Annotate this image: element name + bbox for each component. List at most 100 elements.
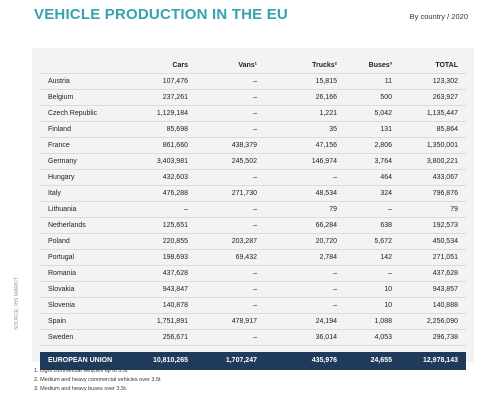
column-header: Buses³ (368, 62, 392, 69)
table-row: Lithuania – – 79 – 79 (40, 202, 466, 218)
cell: 1,221 (319, 110, 337, 117)
footnote: 3. Medium and heavy buses over 3.5t. (34, 386, 128, 392)
cell: 943,857 (432, 286, 458, 293)
title: VEHICLE PRODUCTION IN THE EU (34, 6, 288, 23)
row-label: Netherlands (48, 222, 86, 229)
cell: – (253, 206, 257, 213)
table-row: Portugal 198,693 69,432 2,784 142 271,051 (40, 250, 466, 266)
subtitle: By country / 2020 (409, 12, 468, 21)
cell: 203,287 (231, 238, 257, 245)
cell: – (184, 206, 188, 213)
cell: 107,476 (162, 78, 188, 85)
cell: 478,917 (231, 318, 257, 325)
cell: 1,751,891 (156, 318, 188, 325)
cell: 464 (380, 174, 392, 181)
cell: – (253, 270, 257, 277)
table-row: France 861,660 438,379 47,156 2,806 1,350,001 (40, 138, 466, 154)
cell: 5,042 (374, 110, 392, 117)
table-row: Romania 437,628 – – – 437,628 (40, 266, 466, 282)
table-panel (32, 48, 474, 362)
table-row: Belgium 237,261 – 26,166 500 263,927 (40, 90, 466, 106)
cell: 48,534 (315, 190, 337, 197)
cell: 140,878 (162, 302, 188, 309)
cell: 271,051 (432, 254, 458, 261)
cell: 256,671 (162, 334, 188, 341)
table-row: Slovenia 140,878 – – 10 140,888 (40, 298, 466, 314)
cell: 3,764 (374, 158, 392, 165)
cell: 324 (380, 190, 392, 197)
cell: 131 (380, 126, 392, 133)
footnote: 1. Light commercial vehicles up to 3.5t (34, 368, 128, 374)
cell: – (333, 302, 337, 309)
row-label: Austria (48, 78, 70, 85)
row-label: Czech Republic (48, 110, 98, 117)
table-row: Poland 220,855 203,287 20,720 5,672 450,534 (40, 234, 466, 250)
cell: 79 (329, 206, 337, 213)
table-row: Netherlands 125,651 – 66,284 638 192,573 (40, 218, 466, 234)
cell: 1,135,447 (426, 110, 458, 117)
cell: – (333, 270, 337, 277)
cell: 36,014 (315, 334, 337, 341)
cell: 796,876 (432, 190, 458, 197)
row-label: Hungary (48, 174, 75, 181)
cell: 142 (380, 254, 392, 261)
column-header: Vans¹ (238, 62, 257, 69)
column-header: TOTAL (435, 62, 458, 69)
cell: 450,534 (432, 238, 458, 245)
table-row: Germany 3,403,981 245,502 146,974 3,764 3,800… (40, 154, 466, 170)
cell: 140,888 (432, 302, 458, 309)
cell: 861,660 (162, 142, 188, 149)
cell: – (253, 94, 257, 101)
cell: 1,088 (374, 318, 392, 325)
cell: 10 (384, 286, 392, 293)
cell: 198,693 (162, 254, 188, 261)
row-label: France (48, 142, 70, 149)
cell: 2,784 (319, 254, 337, 261)
cell: 437,628 (162, 270, 188, 277)
cell: 79 (450, 206, 458, 213)
cell: 192,573 (432, 222, 458, 229)
cell: 271,730 (231, 190, 257, 197)
cell: 943,847 (162, 286, 188, 293)
cell: 500 (380, 94, 392, 101)
cell: – (253, 286, 257, 293)
total-cell: 12,978,143 (422, 357, 458, 364)
cell: – (253, 126, 257, 133)
column-header: Trucks² (312, 62, 337, 69)
table-row: Italy 476,288 271,730 48,534 324 796,876 (40, 186, 466, 202)
row-label: Romania (48, 270, 77, 277)
cell: 5,672 (374, 238, 392, 245)
cell: 437,628 (432, 270, 458, 277)
table-row: Sweden 256,671 – 36,014 4,053 296,738 (40, 330, 466, 346)
cell: – (253, 110, 257, 117)
table-row: Czech Republic 1,129,184 – 1,221 5,042 1,135,… (40, 106, 466, 122)
cell: 69,432 (235, 254, 257, 261)
column-header: Cars (172, 62, 188, 69)
cell: – (253, 334, 257, 341)
cell: 638 (380, 222, 392, 229)
cell: 123,302 (432, 78, 458, 85)
total-cell: 24,655 (370, 357, 392, 364)
cell: 15,815 (315, 78, 337, 85)
cell: 146,974 (311, 158, 337, 165)
cell: 438,379 (231, 142, 257, 149)
cell: – (388, 270, 392, 277)
row-label: Sweden (48, 334, 74, 341)
row-label: Portugal (48, 254, 75, 261)
cell: 11 (384, 78, 392, 85)
header-row: Cars Vans¹ Trucks² Buses³ TOTAL (40, 58, 466, 74)
cell: 237,261 (162, 94, 188, 101)
cell: 1,129,184 (156, 110, 188, 117)
cell: 433,067 (432, 174, 458, 181)
cell: 220,855 (162, 238, 188, 245)
cell: 24,194 (315, 318, 337, 325)
table-row: Spain 1,751,891 478,917 24,194 1,088 2,256,09… (40, 314, 466, 330)
row-label: Germany (48, 158, 77, 165)
cell: 125,651 (162, 222, 188, 229)
row-label: Slovenia (48, 302, 75, 309)
cell: 3,800,221 (426, 158, 458, 165)
cell: 20,720 (315, 238, 337, 245)
cell: – (333, 174, 337, 181)
cell: 3,403,981 (156, 158, 188, 165)
